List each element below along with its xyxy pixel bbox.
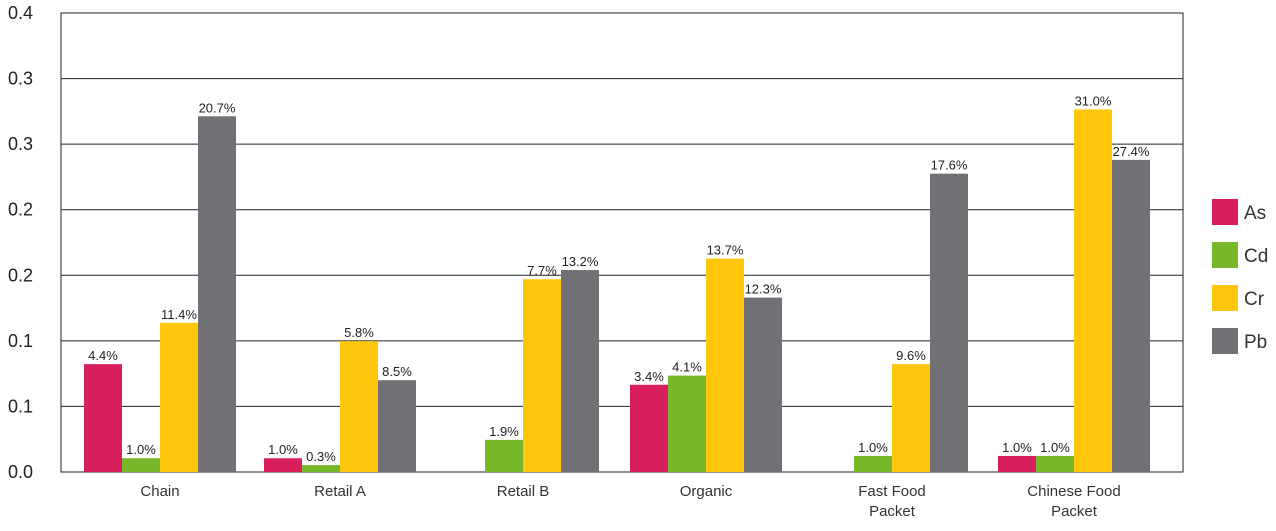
bar-as — [630, 384, 668, 472]
x-tick-label: Chain — [140, 483, 179, 500]
legend-label: Cr — [1244, 289, 1265, 310]
data-label: 17.6% — [931, 158, 968, 173]
data-label: 31.0% — [1075, 93, 1112, 108]
legend-label: Cd — [1244, 246, 1268, 267]
bar-cd — [668, 375, 706, 472]
x-tick-label: Chinese Food Packet — [1027, 483, 1120, 520]
legend: As Cd Cr Pb — [1212, 199, 1268, 354]
legend-swatch-pb — [1212, 328, 1238, 354]
bar-pb — [561, 270, 599, 472]
legend-label: Pb — [1244, 332, 1267, 353]
data-label: 5.8% — [344, 325, 374, 340]
bar-pb — [1112, 159, 1150, 472]
x-tick-label: Retail A — [314, 483, 366, 500]
legend-swatch-cr — [1212, 285, 1238, 311]
bar-pb — [930, 173, 968, 472]
bar-pb — [198, 116, 236, 473]
y-tick-label: 0.3 — [8, 69, 33, 89]
bar-cr — [523, 279, 561, 472]
y-tick-label: 0.2 — [8, 200, 33, 220]
bar-cr — [706, 258, 744, 472]
x-tick-label: Organic — [680, 483, 733, 500]
data-label: 20.7% — [199, 100, 236, 115]
legend-label: As — [1244, 203, 1266, 224]
bar-pb — [378, 380, 416, 472]
data-label: 27.4% — [1113, 144, 1150, 159]
data-label: 4.4% — [88, 348, 118, 363]
y-tick-label: 0.3 — [8, 134, 33, 154]
data-label: 1.9% — [489, 424, 519, 439]
bar-cd — [302, 465, 340, 472]
data-label: 13.7% — [707, 243, 744, 258]
data-label: 1.0% — [858, 440, 888, 455]
bar-as — [264, 458, 302, 472]
y-tick-label: 0.1 — [8, 396, 33, 416]
data-label: 1.0% — [268, 442, 298, 457]
data-label: 3.4% — [634, 369, 664, 384]
bar-pb — [744, 297, 782, 472]
data-label: 12.3% — [745, 282, 782, 297]
legend-swatch-as — [1212, 199, 1238, 225]
bar-cr — [892, 364, 930, 472]
data-label: 4.1% — [672, 360, 702, 375]
data-label: 1.0% — [126, 442, 156, 457]
data-labels: 4.4% 1.0% 11.4% 20.7% 1.0% 0.3% 5.8% 8.5% 1.9% 7.… — [88, 93, 1150, 464]
data-label: 1.0% — [1040, 440, 1070, 455]
data-label: 9.6% — [896, 348, 926, 363]
bar-cr — [1074, 109, 1112, 472]
data-label: 11.4% — [161, 307, 197, 322]
y-axis: 0.0 0.1 0.1 0.2 0.2 0.3 0.3 0.4 — [8, 3, 33, 482]
bar-cd — [854, 455, 892, 472]
x-axis: Chain Retail A Retail B Organic Fast Food Pac… — [140, 483, 1120, 520]
y-tick-label: 0.4 — [8, 3, 33, 23]
bar-as — [84, 364, 122, 472]
data-label: 13.2% — [562, 254, 599, 269]
bar-cd — [485, 439, 523, 472]
bar-cd — [1036, 455, 1074, 472]
y-tick-label: 0.0 — [8, 462, 33, 482]
bar-cr — [340, 341, 378, 472]
data-label: 0.3% — [306, 449, 336, 464]
data-label: 7.7% — [527, 263, 557, 278]
y-tick-label: 0.1 — [8, 331, 33, 351]
legend-swatch-cd — [1212, 242, 1238, 268]
plot-frame — [60, 12, 1184, 473]
gridlines — [60, 12, 1184, 473]
y-tick-label: 0.2 — [8, 265, 33, 285]
bar-as — [998, 455, 1036, 472]
bars — [84, 109, 1150, 473]
data-label: 8.5% — [382, 364, 412, 379]
x-tick-label: Fast Food Packet — [858, 483, 926, 520]
x-tick-label: Retail B — [497, 483, 550, 500]
data-label: 1.0% — [1002, 440, 1032, 455]
bar-cr — [160, 322, 198, 472]
bar-cd — [122, 458, 160, 472]
